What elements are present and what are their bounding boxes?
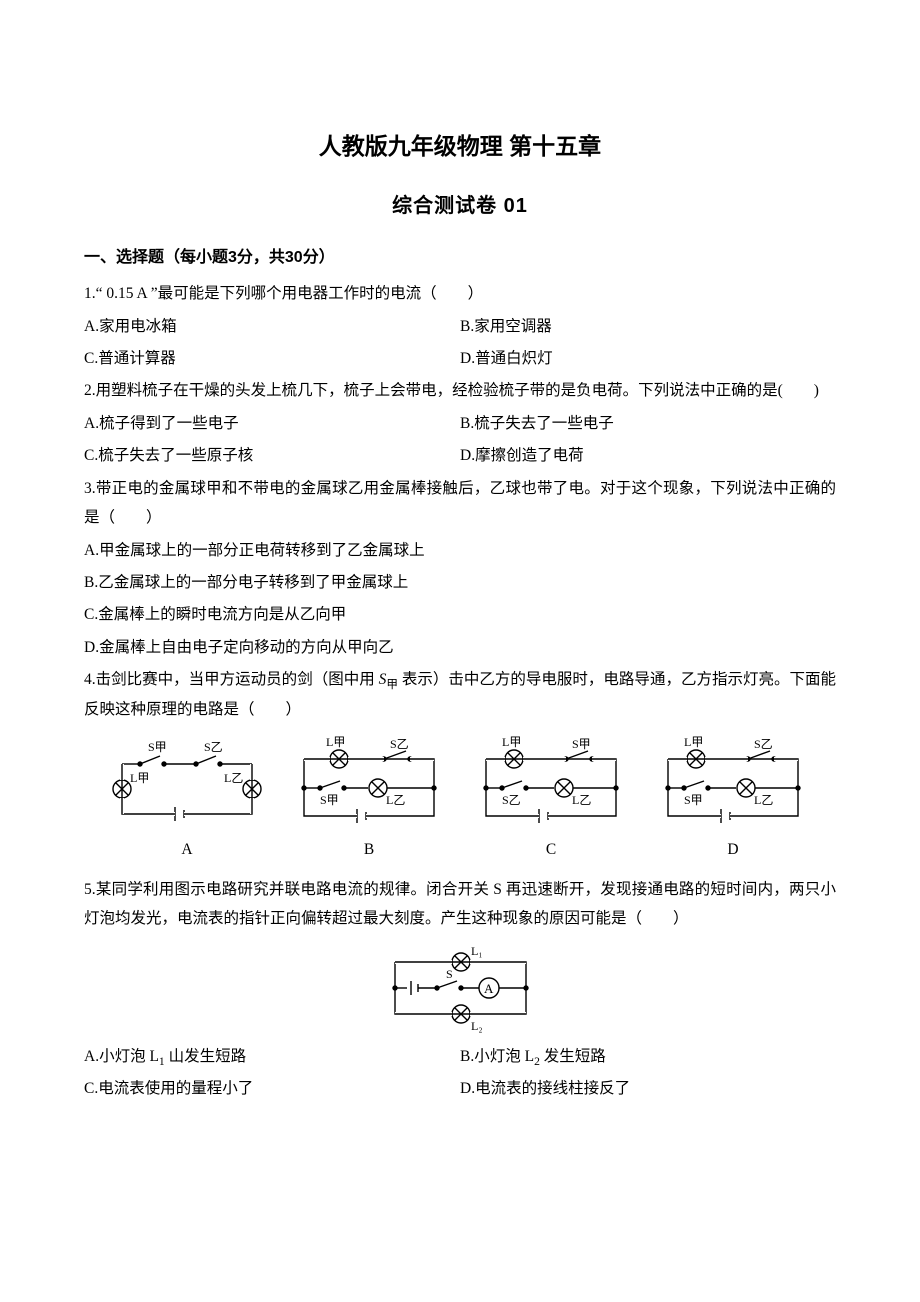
q1-option-b: B.家用空调器	[460, 312, 836, 341]
svg-text:S乙: S乙	[502, 793, 521, 807]
svg-text:S乙: S乙	[390, 737, 409, 751]
q5-option-d: D.电流表的接线柱接反了	[460, 1074, 836, 1103]
svg-text:L乙: L乙	[754, 793, 773, 807]
q4-label-row: A B C D	[84, 835, 836, 864]
svg-text:L甲: L甲	[502, 735, 521, 749]
svg-text:S乙: S乙	[754, 737, 773, 751]
q5-b-part1: B.小灯泡 L	[460, 1048, 534, 1065]
svg-text:L乙: L乙	[224, 771, 243, 785]
section-1-heading: 一、选择题（每小题3分，共30分）	[84, 243, 836, 273]
q3-stem: 3.带正电的金属球甲和不带电的金属球乙用金属棒接触后，乙球也带了电。对于这个现象…	[84, 474, 836, 533]
q4-stem-a: 4.击剑比赛中，当甲方运动员的剑（图中用	[84, 671, 379, 688]
sub-title: 综合测试卷 01	[84, 187, 836, 225]
q1-option-d: D.普通白炽灯	[460, 344, 836, 373]
q3-option-b: B.乙金属球上的一部分电子转移到了甲金属球上	[84, 568, 836, 597]
q1-option-c: C.普通计算器	[84, 344, 460, 373]
q4-diagram-b: L甲 S乙 S甲 L乙	[294, 734, 444, 829]
svg-text:S: S	[446, 967, 453, 981]
q4-diagram-row: S甲 S乙 L甲 L乙	[84, 734, 836, 829]
q2-option-a: A.梳子得到了一些电子	[84, 409, 460, 438]
svg-text:L乙: L乙	[572, 793, 591, 807]
svg-text:S甲: S甲	[320, 793, 339, 807]
q2-option-b: B.梳子失去了一些电子	[460, 409, 836, 438]
q5-options-row2: C.电流表使用的量程小了 D.电流表的接线柱接反了	[84, 1074, 836, 1103]
svg-text:S甲: S甲	[572, 737, 591, 751]
main-title: 人教版九年级物理 第十五章	[84, 125, 836, 169]
q5-a-part2: 山发生短路	[165, 1048, 246, 1065]
q3-option-c: C.金属棒上的瞬时电流方向是从乙向甲	[84, 600, 836, 629]
q5-a-part1: A.小灯泡 L	[84, 1048, 159, 1065]
q4-label-c: C	[476, 835, 626, 864]
q4-diagram-a: S甲 S乙 L甲 L乙	[112, 734, 262, 829]
q5-b-part2: 发生短路	[540, 1048, 606, 1065]
q1-options-row2: C.普通计算器 D.普通白炽灯	[84, 344, 836, 373]
q5-option-b: B.小灯泡 L2 发生短路	[460, 1042, 836, 1071]
q1-options-row1: A.家用电冰箱 B.家用空调器	[84, 312, 836, 341]
svg-text:L₁: L₁	[471, 944, 483, 958]
q5-option-c: C.电流表使用的量程小了	[84, 1074, 460, 1103]
q4-sjia-sub: 甲	[386, 678, 398, 691]
svg-text:L甲: L甲	[684, 735, 703, 749]
q4-label-a: A	[112, 835, 262, 864]
q4-label-b: B	[294, 835, 444, 864]
q5-options-row1: A.小灯泡 L1 山发生短路 B.小灯泡 L2 发生短路	[84, 1042, 836, 1071]
svg-text:S乙: S乙	[204, 740, 223, 754]
q2-options-row2: C.梳子失去了一些原子核 D.摩擦创造了电荷	[84, 441, 836, 470]
q2-options-row1: A.梳子得到了一些电子 B.梳子失去了一些电子	[84, 409, 836, 438]
svg-text:L甲: L甲	[326, 735, 345, 749]
svg-text:L甲: L甲	[130, 771, 149, 785]
q2-option-d: D.摩擦创造了电荷	[460, 441, 836, 470]
svg-text:L₂: L₂	[471, 1019, 483, 1033]
q4-label-d: D	[658, 835, 808, 864]
q5-diagram: L₁ S A L₂	[84, 942, 836, 1034]
q3-option-a: A.甲金属球上的一部分正电荷转移到了乙金属球上	[84, 536, 836, 565]
svg-text:A: A	[484, 981, 494, 996]
q5-stem: 5.某同学利用图示电路研究并联电路电流的规律。闭合开关 S 再迅速断开，发现接通…	[84, 875, 836, 934]
q1-stem: 1.“ 0.15 A ”最可能是下列哪个用电器工作时的电流（ ）	[84, 279, 836, 308]
q4-diagram-c: L甲 S甲 S乙 L乙	[476, 734, 626, 829]
svg-text:S甲: S甲	[684, 793, 703, 807]
q4-diagram-d: L甲 S乙 S甲 L乙	[658, 734, 808, 829]
q5-option-a: A.小灯泡 L1 山发生短路	[84, 1042, 460, 1071]
q3-option-d: D.金属棒上自由电子定向移动的方向从甲向乙	[84, 633, 836, 662]
q2-stem: 2.用塑料梳子在干燥的头发上梳几下，梳子上会带电，经检验梳子带的是负电荷。下列说…	[84, 376, 836, 405]
q1-option-a: A.家用电冰箱	[84, 312, 460, 341]
svg-text:L乙: L乙	[386, 793, 405, 807]
q4-stem: 4.击剑比赛中，当甲方运动员的剑（图中用 S甲 表示）击中乙方的导电服时，电路导…	[84, 665, 836, 724]
svg-text:S甲: S甲	[148, 740, 167, 754]
q2-option-c: C.梳子失去了一些原子核	[84, 441, 460, 470]
